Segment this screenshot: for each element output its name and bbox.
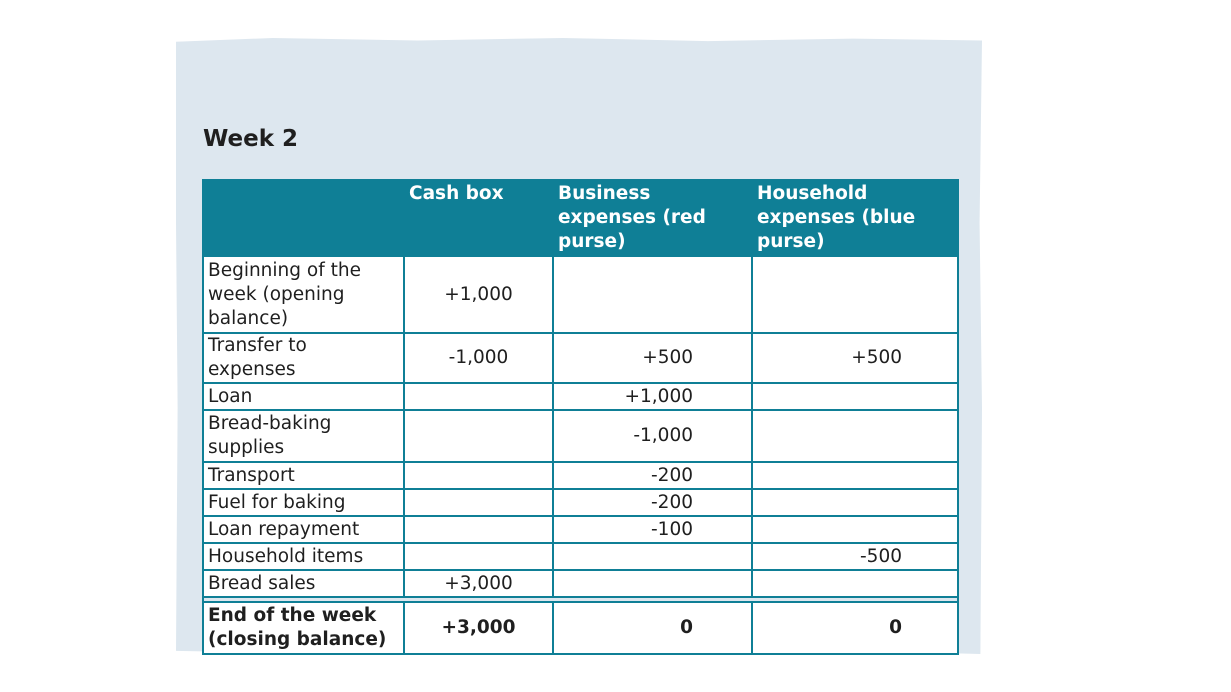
table-row: Transfer to expenses -1,000 +500 +500 bbox=[202, 332, 959, 384]
cash-cell bbox=[403, 515, 554, 544]
household-cell bbox=[751, 569, 959, 598]
row-label: Household items bbox=[202, 542, 405, 571]
table-row: Loan repayment -100 bbox=[202, 515, 959, 544]
spacer-row bbox=[202, 596, 959, 603]
household-cell bbox=[751, 488, 959, 517]
header-cash-box: Cash box bbox=[403, 179, 554, 257]
table-row: Beginning of the week (opening balance) … bbox=[202, 255, 959, 334]
household-cell bbox=[751, 409, 959, 463]
table-row: Household items -500 bbox=[202, 542, 959, 571]
cash-cell bbox=[403, 382, 554, 411]
business-cell bbox=[552, 569, 753, 598]
household-cell bbox=[751, 515, 959, 544]
table-row: Transport -200 bbox=[202, 461, 959, 490]
row-label: Transfer to expenses bbox=[202, 332, 405, 384]
business-cell: -200 bbox=[552, 488, 753, 517]
table-row: Bread-baking supplies -1,000 bbox=[202, 409, 959, 463]
header-business-expenses: Business expenses (red purse) bbox=[552, 179, 753, 257]
header-cell-blank bbox=[202, 179, 405, 257]
ledger-table: Cash box Business expenses (red purse) H… bbox=[202, 179, 959, 655]
total-label: End of the week (closing balance) bbox=[202, 601, 405, 655]
cash-cell: +1,000 bbox=[403, 255, 554, 334]
spacer-cell bbox=[202, 596, 959, 603]
table-row: Fuel for baking -200 bbox=[202, 488, 959, 517]
row-label: Fuel for baking bbox=[202, 488, 405, 517]
table-row: Bread sales +3,000 bbox=[202, 569, 959, 598]
header-household-expenses: Household expenses (blue purse) bbox=[751, 179, 959, 257]
business-cell: +1,000 bbox=[552, 382, 753, 411]
business-cell: -100 bbox=[552, 515, 753, 544]
cash-cell: +3,000 bbox=[403, 569, 554, 598]
cash-cell: -1,000 bbox=[403, 332, 554, 384]
page-title: Week 2 bbox=[203, 126, 299, 152]
household-cell: -500 bbox=[751, 542, 959, 571]
cash-cell bbox=[403, 409, 554, 463]
business-cell: -200 bbox=[552, 461, 753, 490]
cash-cell bbox=[403, 488, 554, 517]
total-row: End of the week (closing balance) +3,000… bbox=[202, 601, 959, 655]
row-label: Bread sales bbox=[202, 569, 405, 598]
cash-cell bbox=[403, 542, 554, 571]
header-row: Cash box Business expenses (red purse) H… bbox=[202, 179, 959, 257]
household-cell bbox=[751, 255, 959, 334]
row-label: Transport bbox=[202, 461, 405, 490]
business-cell: +500 bbox=[552, 332, 753, 384]
business-cell bbox=[552, 542, 753, 571]
row-label: Bread-baking supplies bbox=[202, 409, 405, 463]
total-business-cell: 0 bbox=[552, 601, 753, 655]
total-household-cell: 0 bbox=[751, 601, 959, 655]
row-label: Loan bbox=[202, 382, 405, 411]
household-cell bbox=[751, 382, 959, 411]
business-cell: -1,000 bbox=[552, 409, 753, 463]
row-label: Loan repayment bbox=[202, 515, 405, 544]
total-cash-cell: +3,000 bbox=[403, 601, 554, 655]
household-cell bbox=[751, 461, 959, 490]
row-label: Beginning of the week (opening balance) bbox=[202, 255, 405, 334]
table-row: Loan +1,000 bbox=[202, 382, 959, 411]
cash-cell bbox=[403, 461, 554, 490]
business-cell bbox=[552, 255, 753, 334]
household-cell: +500 bbox=[751, 332, 959, 384]
